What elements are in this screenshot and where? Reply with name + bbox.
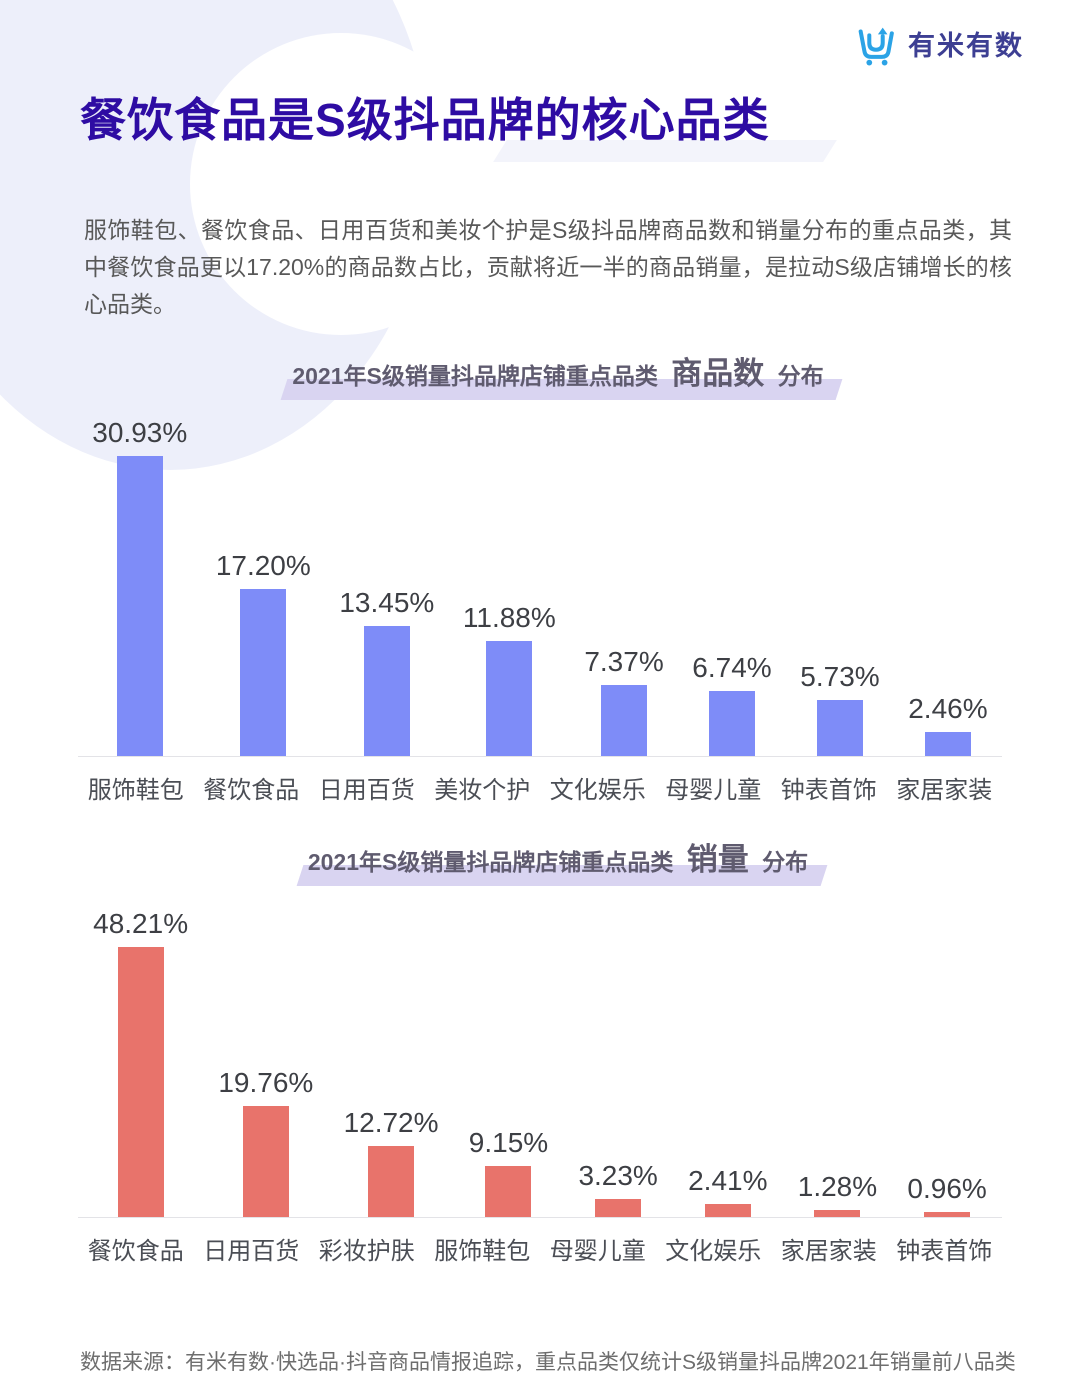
bar-column: 6.74% bbox=[692, 652, 772, 756]
bar-column: 11.88% bbox=[463, 602, 556, 756]
shopping-cart-arrow-icon bbox=[853, 20, 899, 66]
chart-title-prefix: 2021年S级销量抖品牌店铺重点品类 bbox=[307, 849, 674, 875]
bar bbox=[116, 456, 163, 756]
bar-value-label: 12.72% bbox=[343, 1107, 439, 1138]
background-circle-cutout bbox=[190, 33, 492, 335]
chart-title-prefix: 2021年S级销量抖品牌店铺重点品类 bbox=[292, 363, 658, 389]
bar-value-label: 0.96% bbox=[907, 1173, 987, 1204]
bar-column: 30.93% bbox=[92, 417, 187, 756]
bar-value-label: 30.93% bbox=[92, 417, 188, 448]
bar-value-label: 17.20% bbox=[215, 550, 311, 581]
bar-column: 2.41% bbox=[688, 1165, 768, 1217]
bar bbox=[709, 691, 755, 756]
bar bbox=[486, 641, 533, 756]
bar-value-label: 5.73% bbox=[800, 661, 880, 692]
bar-column: 19.76% bbox=[218, 1067, 313, 1217]
bar-value-label: 6.74% bbox=[692, 652, 772, 683]
category-label: 服饰鞋包 bbox=[87, 777, 184, 804]
bar-column: 48.21% bbox=[93, 908, 188, 1217]
category-label: 日用百货 bbox=[318, 777, 415, 804]
plot-area: 30.93% 17.20% 13.45% 11.88% 7.37% 6.74% 5.73% 2… bbox=[78, 417, 1002, 757]
chart-title: 2021年S级销量抖品牌店铺重点品类 商品数 分布 bbox=[280, 354, 844, 400]
bar bbox=[601, 685, 648, 756]
bar bbox=[814, 1210, 861, 1217]
chart-product-count: 2021年S级销量抖品牌店铺重点品类 商品数 分布 30.93% 17.20% 13… bbox=[0, 354, 1080, 805]
bar-value-label: 9.15% bbox=[468, 1127, 549, 1158]
brand-logo: 有米有数 bbox=[853, 20, 1024, 66]
chart-title-row: 2021年S级销量抖品牌店铺重点品类 商品数 分布 bbox=[0, 354, 1080, 400]
bar-value-label: 1.28% bbox=[797, 1171, 878, 1202]
bar-column: 2.46% bbox=[908, 693, 988, 756]
bar-column: 0.96% bbox=[907, 1173, 987, 1217]
bar-column: 1.28% bbox=[798, 1171, 877, 1217]
category-label: 文化娱乐 bbox=[665, 1238, 762, 1265]
plot-area: 48.21% 19.76% 12.72% 9.15% 3.23% 2.41% 1.28% 0.… bbox=[78, 906, 1002, 1218]
bar-value-label: 19.76% bbox=[218, 1067, 314, 1098]
bar-column: 3.23% bbox=[578, 1160, 658, 1217]
bar bbox=[816, 700, 863, 756]
bar bbox=[485, 1166, 532, 1217]
intro-paragraph: 服饰鞋包、餐饮食品、日用百货和美妆个护是S级抖品牌商品数和销量分布的重点品类，其… bbox=[84, 217, 1012, 317]
bar bbox=[363, 626, 410, 756]
category-label: 钟表首饰 bbox=[780, 777, 877, 804]
bar-value-label: 2.41% bbox=[688, 1165, 768, 1196]
bar-column: 7.37% bbox=[584, 646, 664, 756]
bar bbox=[924, 1212, 971, 1217]
bar bbox=[704, 1204, 751, 1217]
chart-title-suffix: 分布 bbox=[762, 849, 809, 875]
bar-column: 12.72% bbox=[344, 1107, 439, 1217]
bar-column: 13.45% bbox=[339, 587, 434, 756]
bar bbox=[240, 589, 287, 756]
bar bbox=[117, 947, 164, 1217]
bar-value-label: 3.23% bbox=[578, 1160, 658, 1191]
category-label: 餐饮食品 bbox=[203, 777, 300, 804]
chart-title: 2021年S级销量抖品牌店铺重点品类 销量 分布 bbox=[296, 840, 828, 886]
chart-title-suffix: 分布 bbox=[777, 363, 824, 389]
bar-value-label: 11.88% bbox=[462, 602, 556, 633]
bar-value-label: 48.21% bbox=[93, 908, 189, 939]
category-label: 钟表首饰 bbox=[896, 1238, 993, 1265]
page-title: 餐饮食品是S级抖品牌的核心品类 bbox=[80, 94, 770, 146]
category-label: 文化娱乐 bbox=[549, 777, 646, 804]
category-label: 彩妆护肤 bbox=[318, 1238, 415, 1265]
bar bbox=[924, 732, 971, 756]
bar-column: 5.73% bbox=[800, 661, 880, 756]
bar-column: 9.15% bbox=[469, 1127, 548, 1217]
bar-value-label: 2.46% bbox=[908, 693, 988, 724]
category-label: 家居家装 bbox=[896, 777, 993, 804]
category-label: 日用百货 bbox=[203, 1238, 300, 1265]
data-source-note: 数据来源：有米有数·快选品·抖音商品情报追踪，重点品类仅统计S级销量抖品牌202… bbox=[80, 1351, 1016, 1374]
category-label: 服饰鞋包 bbox=[434, 1238, 531, 1265]
chart-title-emphasis: 商品数 bbox=[671, 356, 765, 391]
chart-title-row: 2021年S级销量抖品牌店铺重点品类 销量 分布 bbox=[0, 840, 1080, 886]
bar bbox=[242, 1106, 289, 1217]
category-label: 餐饮食品 bbox=[87, 1238, 184, 1265]
category-row: 服饰鞋包 餐饮食品 日用百货 美妆个护 文化娱乐 母婴儿童 钟表首饰 家居家装 bbox=[78, 757, 1002, 805]
bar-column: 17.20% bbox=[216, 550, 311, 756]
bar bbox=[368, 1146, 415, 1217]
brand-logo-text: 有米有数 bbox=[908, 30, 1024, 61]
category-label: 母婴儿童 bbox=[549, 1238, 646, 1265]
category-label: 母婴儿童 bbox=[665, 777, 762, 804]
bar-value-label: 13.45% bbox=[339, 587, 435, 618]
category-label: 美妆个护 bbox=[434, 777, 531, 804]
chart-title-emphasis: 销量 bbox=[686, 842, 749, 877]
category-label: 家居家装 bbox=[780, 1238, 877, 1265]
chart-sales-volume: 2021年S级销量抖品牌店铺重点品类 销量 分布 48.21% 19.76% 12.… bbox=[0, 840, 1080, 1266]
category-row: 餐饮食品 日用百货 彩妆护肤 服饰鞋包 母婴儿童 文化娱乐 家居家装 钟表首饰 bbox=[78, 1218, 1002, 1266]
bar-value-label: 7.37% bbox=[584, 646, 664, 677]
bar bbox=[595, 1199, 642, 1217]
